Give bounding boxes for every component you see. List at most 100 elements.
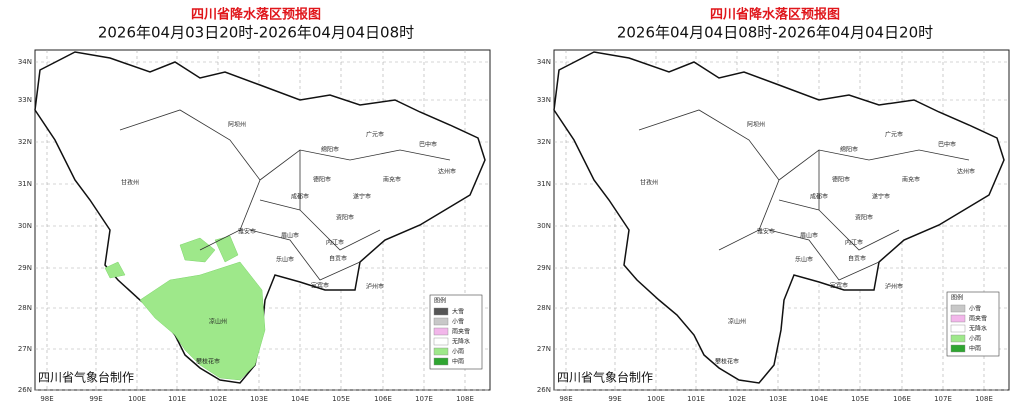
province-outline [553, 51, 1005, 384]
city-label: 德阳市 [832, 176, 850, 184]
panel-subtitle: 2026年04月03日20时-2026年04月04日08时 [98, 24, 414, 42]
lat-label: 32N [18, 138, 32, 146]
rain-area [179, 237, 216, 263]
lat-label: 28N [18, 304, 32, 312]
city-label: 资阳市 [336, 214, 354, 222]
lat-label: 27N [537, 345, 551, 353]
city-label: 攀枝花市 [196, 358, 220, 366]
footer: 四川省气象台制作 [38, 370, 134, 385]
city-label: 凉山州 [728, 318, 746, 326]
city-label: 阿坝州 [228, 121, 246, 129]
lon-label: 101E [687, 395, 705, 403]
lon-label: 107E [934, 395, 952, 403]
lat-label: 33N [537, 96, 551, 104]
city-label: 眉山市 [800, 232, 818, 240]
city-label: 遂宁市 [872, 193, 890, 201]
lat-label: 32N [537, 138, 551, 146]
legend-swatch [950, 304, 966, 313]
legend-label: 中雨 [969, 345, 981, 353]
lon-label: 103E [250, 395, 268, 403]
city-label: 巴中市 [938, 141, 956, 149]
lon-label: 107E [415, 395, 433, 403]
city-label: 乐山市 [795, 256, 813, 264]
footer: 四川省气象台制作 [557, 370, 653, 385]
lat-label: 34N [18, 58, 32, 66]
legend-label: 小雨 [969, 335, 981, 343]
legend-label: 无降水 [452, 338, 470, 346]
lat-label: 31N [537, 180, 551, 188]
lat-label: 34N [537, 58, 551, 66]
city-label: 宜宾市 [311, 282, 329, 290]
lat-label: 29N [18, 264, 32, 272]
rain-area [104, 261, 126, 279]
city-label: 巴中市 [419, 141, 437, 149]
lon-label: 104E [810, 395, 828, 403]
city-label: 雅安市 [757, 228, 775, 236]
panel-title: 四川省降水落区预报图 [710, 7, 840, 23]
lon-label: 105E [851, 395, 869, 403]
lon-label: 101E [168, 395, 186, 403]
legend-swatch [950, 344, 966, 353]
city-label: 泸州市 [366, 283, 384, 291]
lon-label: 104E [291, 395, 309, 403]
city-label: 自贡市 [848, 255, 866, 263]
lat-label: 30N [537, 222, 551, 230]
legend-label: 雨夹雪 [969, 315, 987, 323]
lon-label: 102E [209, 395, 227, 403]
city-label: 广元市 [366, 131, 384, 139]
city-label: 广元市 [885, 131, 903, 139]
legend-label: 小雨 [452, 348, 464, 356]
city-label: 遂宁市 [353, 193, 371, 201]
lon-label: 100E [647, 395, 665, 403]
lon-label: 108E [975, 395, 993, 403]
city-label: 绵阳市 [321, 146, 339, 154]
city-label: 德阳市 [313, 176, 331, 184]
legend-swatch [433, 347, 449, 356]
city-label: 甘孜州 [121, 179, 139, 187]
city-label: 资阳市 [855, 214, 873, 222]
city-label: 南充市 [902, 176, 920, 184]
city-label: 成都市 [810, 193, 828, 201]
panel-subtitle: 2026年04月04日08时-2026年04月04日20时 [617, 24, 933, 42]
legend-swatch [433, 337, 449, 346]
legend-swatch [433, 317, 449, 326]
city-label: 阿坝州 [747, 121, 765, 129]
city-boundaries [638, 109, 970, 281]
lat-label: 28N [537, 304, 551, 312]
legend-label: 小雪 [452, 318, 464, 326]
city-label: 眉山市 [281, 232, 299, 240]
lon-label: 106E [893, 395, 911, 403]
lat-label: 30N [18, 222, 32, 230]
city-label: 南充市 [383, 176, 401, 184]
city-label: 甘孜州 [640, 179, 658, 187]
legend-label: 中雨 [452, 358, 464, 366]
city-label: 攀枝花市 [715, 358, 739, 366]
lon-label: 103E [769, 395, 787, 403]
panel-title: 四川省降水落区预报图 [191, 7, 321, 23]
lat-label: 26N [537, 386, 551, 394]
lon-label: 108E [456, 395, 474, 403]
lat-label: 31N [18, 180, 32, 188]
lat-label: 33N [18, 96, 32, 104]
legend-swatch [950, 324, 966, 333]
legend-label: 小雪 [969, 305, 981, 313]
legend-label: 无降水 [969, 325, 987, 333]
city-label: 成都市 [291, 193, 309, 201]
city-label: 自贡市 [329, 255, 347, 263]
city-boundaries [119, 109, 451, 281]
legend-swatch [433, 307, 449, 316]
lon-label: 100E [128, 395, 146, 403]
city-label: 泸州市 [885, 283, 903, 291]
city-label: 雅安市 [238, 228, 256, 236]
legend-label: 雨夹雪 [452, 328, 470, 336]
legend-swatch [950, 314, 966, 323]
city-label: 乐山市 [276, 256, 294, 264]
lon-label: 99E [89, 395, 102, 403]
legend-title: 图例 [951, 294, 963, 302]
lat-label: 26N [18, 386, 32, 394]
